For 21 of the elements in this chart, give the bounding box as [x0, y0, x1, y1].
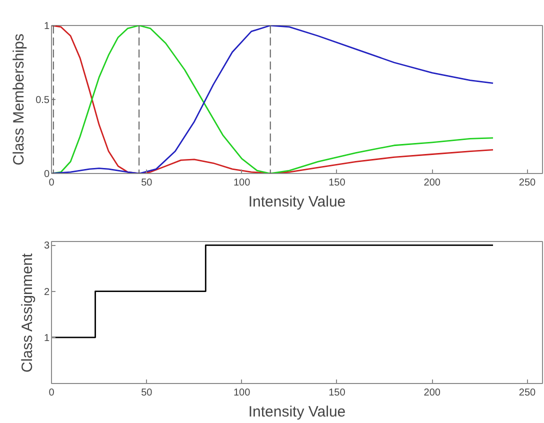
y-tick-label: 0 [44, 169, 50, 180]
x-tick-label: 200 [424, 178, 441, 188]
x-tick-label: 200 [424, 388, 441, 398]
x-tick-label: 250 [518, 178, 536, 188]
x-tick-label: 150 [328, 178, 346, 188]
y-tick-label: 0.5 [36, 95, 50, 106]
x-tick-label: 100 [233, 178, 251, 188]
y-tick-label: 1 [44, 332, 50, 344]
y-axis-title: Class Memberships [10, 34, 28, 166]
y-tick-label: 2 [44, 286, 50, 298]
x-axis-title: Intensity Value [248, 194, 346, 210]
x-tick-label: 100 [233, 388, 251, 398]
y-axis-title: Class Assignment [18, 252, 36, 373]
x-tick-label: 50 [141, 388, 153, 398]
x-axis-title: Intensity Value [248, 404, 346, 420]
x-tick-label: 250 [518, 388, 536, 398]
x-tick-label: 50 [141, 178, 153, 188]
x-tick-label: 150 [328, 388, 346, 398]
line-series [52, 26, 494, 174]
y-tick-label: 3 [44, 240, 50, 252]
y-tick-label: 1 [44, 21, 50, 32]
